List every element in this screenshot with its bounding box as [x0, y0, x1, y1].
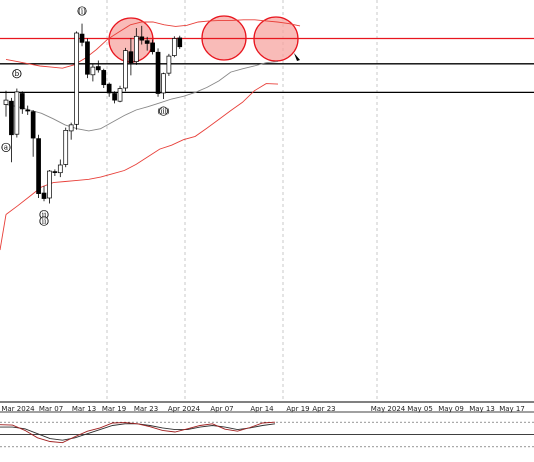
x-tick-label: Mar 23 — [134, 405, 158, 413]
wave-label-2: (i) — [78, 7, 86, 15]
candle — [74, 31, 79, 130]
candle-body — [25, 109, 31, 112]
candle — [3, 90, 9, 117]
candle-body — [63, 130, 69, 165]
candle — [9, 97, 14, 163]
candle-body — [95, 66, 101, 71]
candle-body — [68, 124, 74, 132]
candle-body — [117, 88, 123, 102]
candle — [14, 88, 20, 138]
candle-body — [144, 40, 150, 44]
candle — [123, 47, 128, 92]
candle — [30, 110, 36, 157]
candle — [36, 134, 41, 198]
x-tick-label: Apr 14 — [250, 405, 274, 413]
candle-body — [74, 32, 79, 125]
candle-body — [36, 138, 41, 194]
bollinger-mid — [5, 61, 279, 132]
x-tick-label: May 09 — [438, 405, 464, 413]
candle-body — [79, 33, 85, 43]
candle — [52, 169, 58, 176]
wave-label-circle-0 — [1, 142, 11, 152]
candle-body — [177, 37, 183, 48]
wave-label-1: (b) — [12, 70, 22, 78]
candle — [117, 85, 123, 103]
candle-body — [171, 38, 177, 56]
x-tick-label: May 05 — [407, 405, 433, 413]
candle — [63, 127, 69, 168]
candle-body — [52, 171, 58, 173]
candle-body — [9, 100, 14, 136]
candle-body — [166, 55, 172, 74]
wave-label-4: (ii) — [39, 217, 49, 225]
candle — [95, 60, 101, 73]
candle-body — [161, 73, 166, 94]
candle — [47, 169, 52, 204]
candle-body — [128, 51, 134, 64]
candle — [79, 23, 85, 47]
candle-body — [133, 35, 139, 62]
candle-body — [19, 93, 25, 110]
candle — [139, 25, 145, 45]
annotation-arrow — [294, 53, 300, 61]
x-tick-label: Mar 19 — [102, 405, 126, 413]
bollinger-lower-tail — [0, 214, 7, 251]
candle-body — [101, 70, 107, 86]
candle-body — [14, 91, 20, 135]
x-tick-label: Apr 2024 — [168, 405, 201, 413]
wave-label-0: (a) — [1, 144, 11, 152]
candle — [166, 53, 172, 76]
candle — [41, 185, 47, 202]
wave-label-circle-5 — [158, 106, 169, 116]
candle-body — [150, 42, 155, 53]
candle-body — [57, 164, 63, 174]
wave-label-3: (ii) — [39, 211, 49, 219]
candle-body — [47, 170, 52, 199]
x-tick-label: Apr 23 — [312, 405, 335, 413]
candle — [106, 82, 112, 97]
candle — [25, 105, 31, 115]
candle-body — [85, 41, 90, 75]
candle — [68, 122, 74, 140]
oscillator-k-line — [0, 421, 276, 444]
candle — [161, 72, 166, 99]
x-tick-label: May 17 — [499, 405, 525, 413]
candle — [128, 37, 134, 76]
candle — [144, 36, 150, 51]
candle — [133, 28, 139, 65]
wave-label-circle-2 — [77, 6, 87, 16]
x-tick-label: Mar 2024 — [1, 405, 35, 413]
candle — [90, 63, 96, 82]
x-tick-label: May 13 — [469, 405, 495, 413]
candle — [101, 68, 107, 88]
candle — [155, 48, 161, 97]
x-tick-label: Mar 13 — [72, 405, 96, 413]
x-tick-label: Apr 07 — [210, 405, 233, 413]
candle-body — [123, 50, 128, 89]
candle-body — [112, 93, 117, 101]
candle — [112, 91, 117, 104]
candle — [85, 38, 90, 79]
candle-body — [90, 66, 96, 76]
candle — [177, 35, 183, 49]
candle-body — [139, 36, 145, 41]
candle-body — [3, 99, 9, 105]
x-tick-label: Mar 07 — [39, 405, 63, 413]
candle — [171, 36, 177, 58]
wave-label-circle-4 — [39, 216, 49, 226]
bollinger-upper — [5, 19, 301, 69]
candle — [19, 91, 25, 114]
wave-label-5: (iii) — [157, 107, 169, 115]
candle-body — [30, 111, 36, 139]
candle-body — [106, 83, 112, 94]
candle — [150, 39, 155, 55]
candle-body — [155, 51, 161, 94]
x-tick-label: Apr 19 — [286, 405, 309, 413]
candle — [57, 159, 63, 178]
x-tick-label: May 2024 — [371, 405, 406, 413]
wave-label-circle-1 — [12, 69, 22, 79]
candle-body — [41, 192, 47, 199]
